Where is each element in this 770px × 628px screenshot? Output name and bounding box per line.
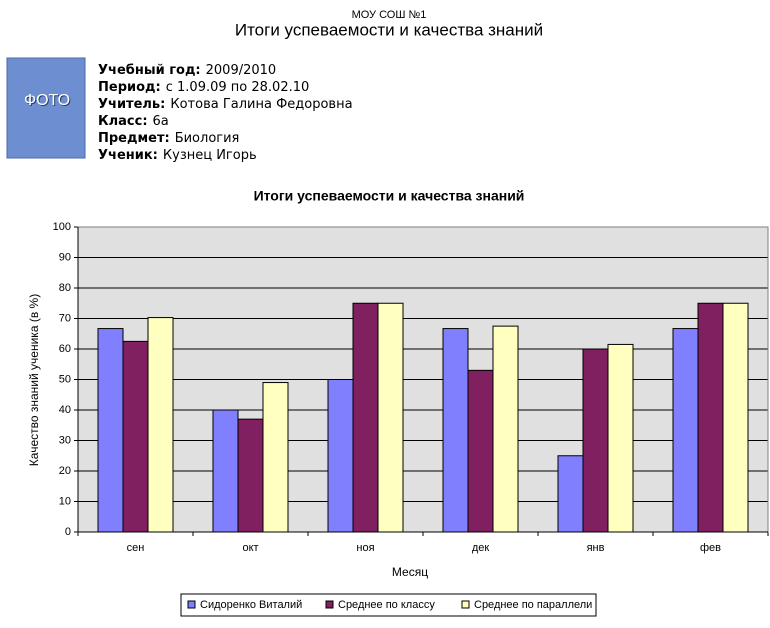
info-line: Учитель: Котова Галина Федоровна	[98, 97, 353, 112]
legend-label: Сидоренко Виталий	[200, 599, 302, 611]
bar	[352, 302, 379, 533]
info-line: Класс: 6а	[98, 114, 169, 129]
legend-label: Среднее по классу	[338, 599, 435, 611]
title: Итоги успеваемости и качества знаний	[235, 20, 543, 39]
info-value: 6а	[153, 114, 169, 129]
y-tick-label: 0	[65, 526, 71, 538]
legend-label: Среднее по параллели	[474, 599, 592, 611]
y-tick-label: 70	[59, 312, 71, 324]
info-value: Кузнец Игорь	[163, 148, 257, 163]
bar	[672, 328, 699, 533]
bar	[327, 379, 354, 533]
y-tick-label: 10	[59, 495, 71, 507]
y-tick-label: 100	[53, 221, 71, 233]
info-label: Ученик:	[98, 148, 158, 163]
info-label: Учебный год:	[98, 63, 201, 78]
bar	[97, 328, 124, 533]
chart-title: Итоги успеваемости и качества знаний	[254, 188, 525, 204]
y-tick-label: 80	[59, 282, 71, 294]
bar	[467, 369, 494, 533]
info-value: Котова Галина Федоровна	[170, 97, 352, 112]
bar	[697, 302, 724, 533]
info-value: 2009/2010	[206, 63, 277, 78]
bar	[212, 409, 239, 533]
y-tick-label: 20	[59, 465, 71, 477]
y-tick-label: 60	[59, 343, 71, 355]
y-tick-label: 40	[59, 404, 71, 416]
school: МОУ СОШ №1	[352, 9, 427, 21]
y-tick-label: 90	[59, 251, 71, 263]
info-line: Ученик: Кузнец Игорь	[98, 148, 257, 163]
bar	[557, 455, 584, 533]
bar	[262, 382, 289, 533]
x-axis-label: Месяц	[392, 565, 428, 579]
info-line: Предмет: Биология	[98, 131, 239, 146]
info-label: Класс:	[98, 114, 148, 129]
info-line: Период: с 1.09.09 по 28.02.10	[98, 80, 309, 95]
bar	[237, 418, 264, 533]
photo-label: ФОТО	[24, 92, 70, 109]
info-label: Предмет:	[98, 131, 170, 146]
info-label: Период:	[98, 80, 161, 95]
info-line: Учебный год: 2009/2010	[98, 63, 276, 78]
legend-swatch	[187, 600, 196, 609]
bar	[147, 317, 174, 533]
x-tick-label: фев	[700, 542, 721, 554]
y-tick-label: 50	[59, 373, 71, 385]
x-tick-label: дек	[472, 542, 490, 554]
legend-swatch	[461, 600, 470, 609]
x-tick-label: ноя	[356, 542, 374, 554]
legend-swatch	[325, 600, 334, 609]
info: Учебный год: 2009/2010 Период: с 1.09.09 по…	[98, 63, 353, 163]
info-value: с 1.09.09 по 28.02.10	[166, 80, 310, 95]
y-axis-label: Качество знаний ученика (в %)	[27, 294, 41, 466]
info-label: Учитель:	[98, 97, 165, 112]
y-tick-label: 30	[59, 434, 71, 446]
bar	[722, 302, 749, 533]
photo-shadow: ФОТО	[25, 93, 71, 110]
bar	[442, 328, 469, 533]
x-tick-label: окт	[242, 542, 258, 554]
bar	[492, 325, 519, 533]
x-tick-label: янв	[587, 542, 605, 554]
legend-box	[180, 593, 597, 617]
bar	[377, 302, 404, 533]
x-tick-label: сен	[127, 542, 145, 554]
bar	[607, 343, 634, 533]
bar	[582, 348, 609, 533]
info-value: Биология	[175, 131, 240, 146]
bar	[122, 340, 149, 533]
photo-box	[6, 57, 86, 159]
